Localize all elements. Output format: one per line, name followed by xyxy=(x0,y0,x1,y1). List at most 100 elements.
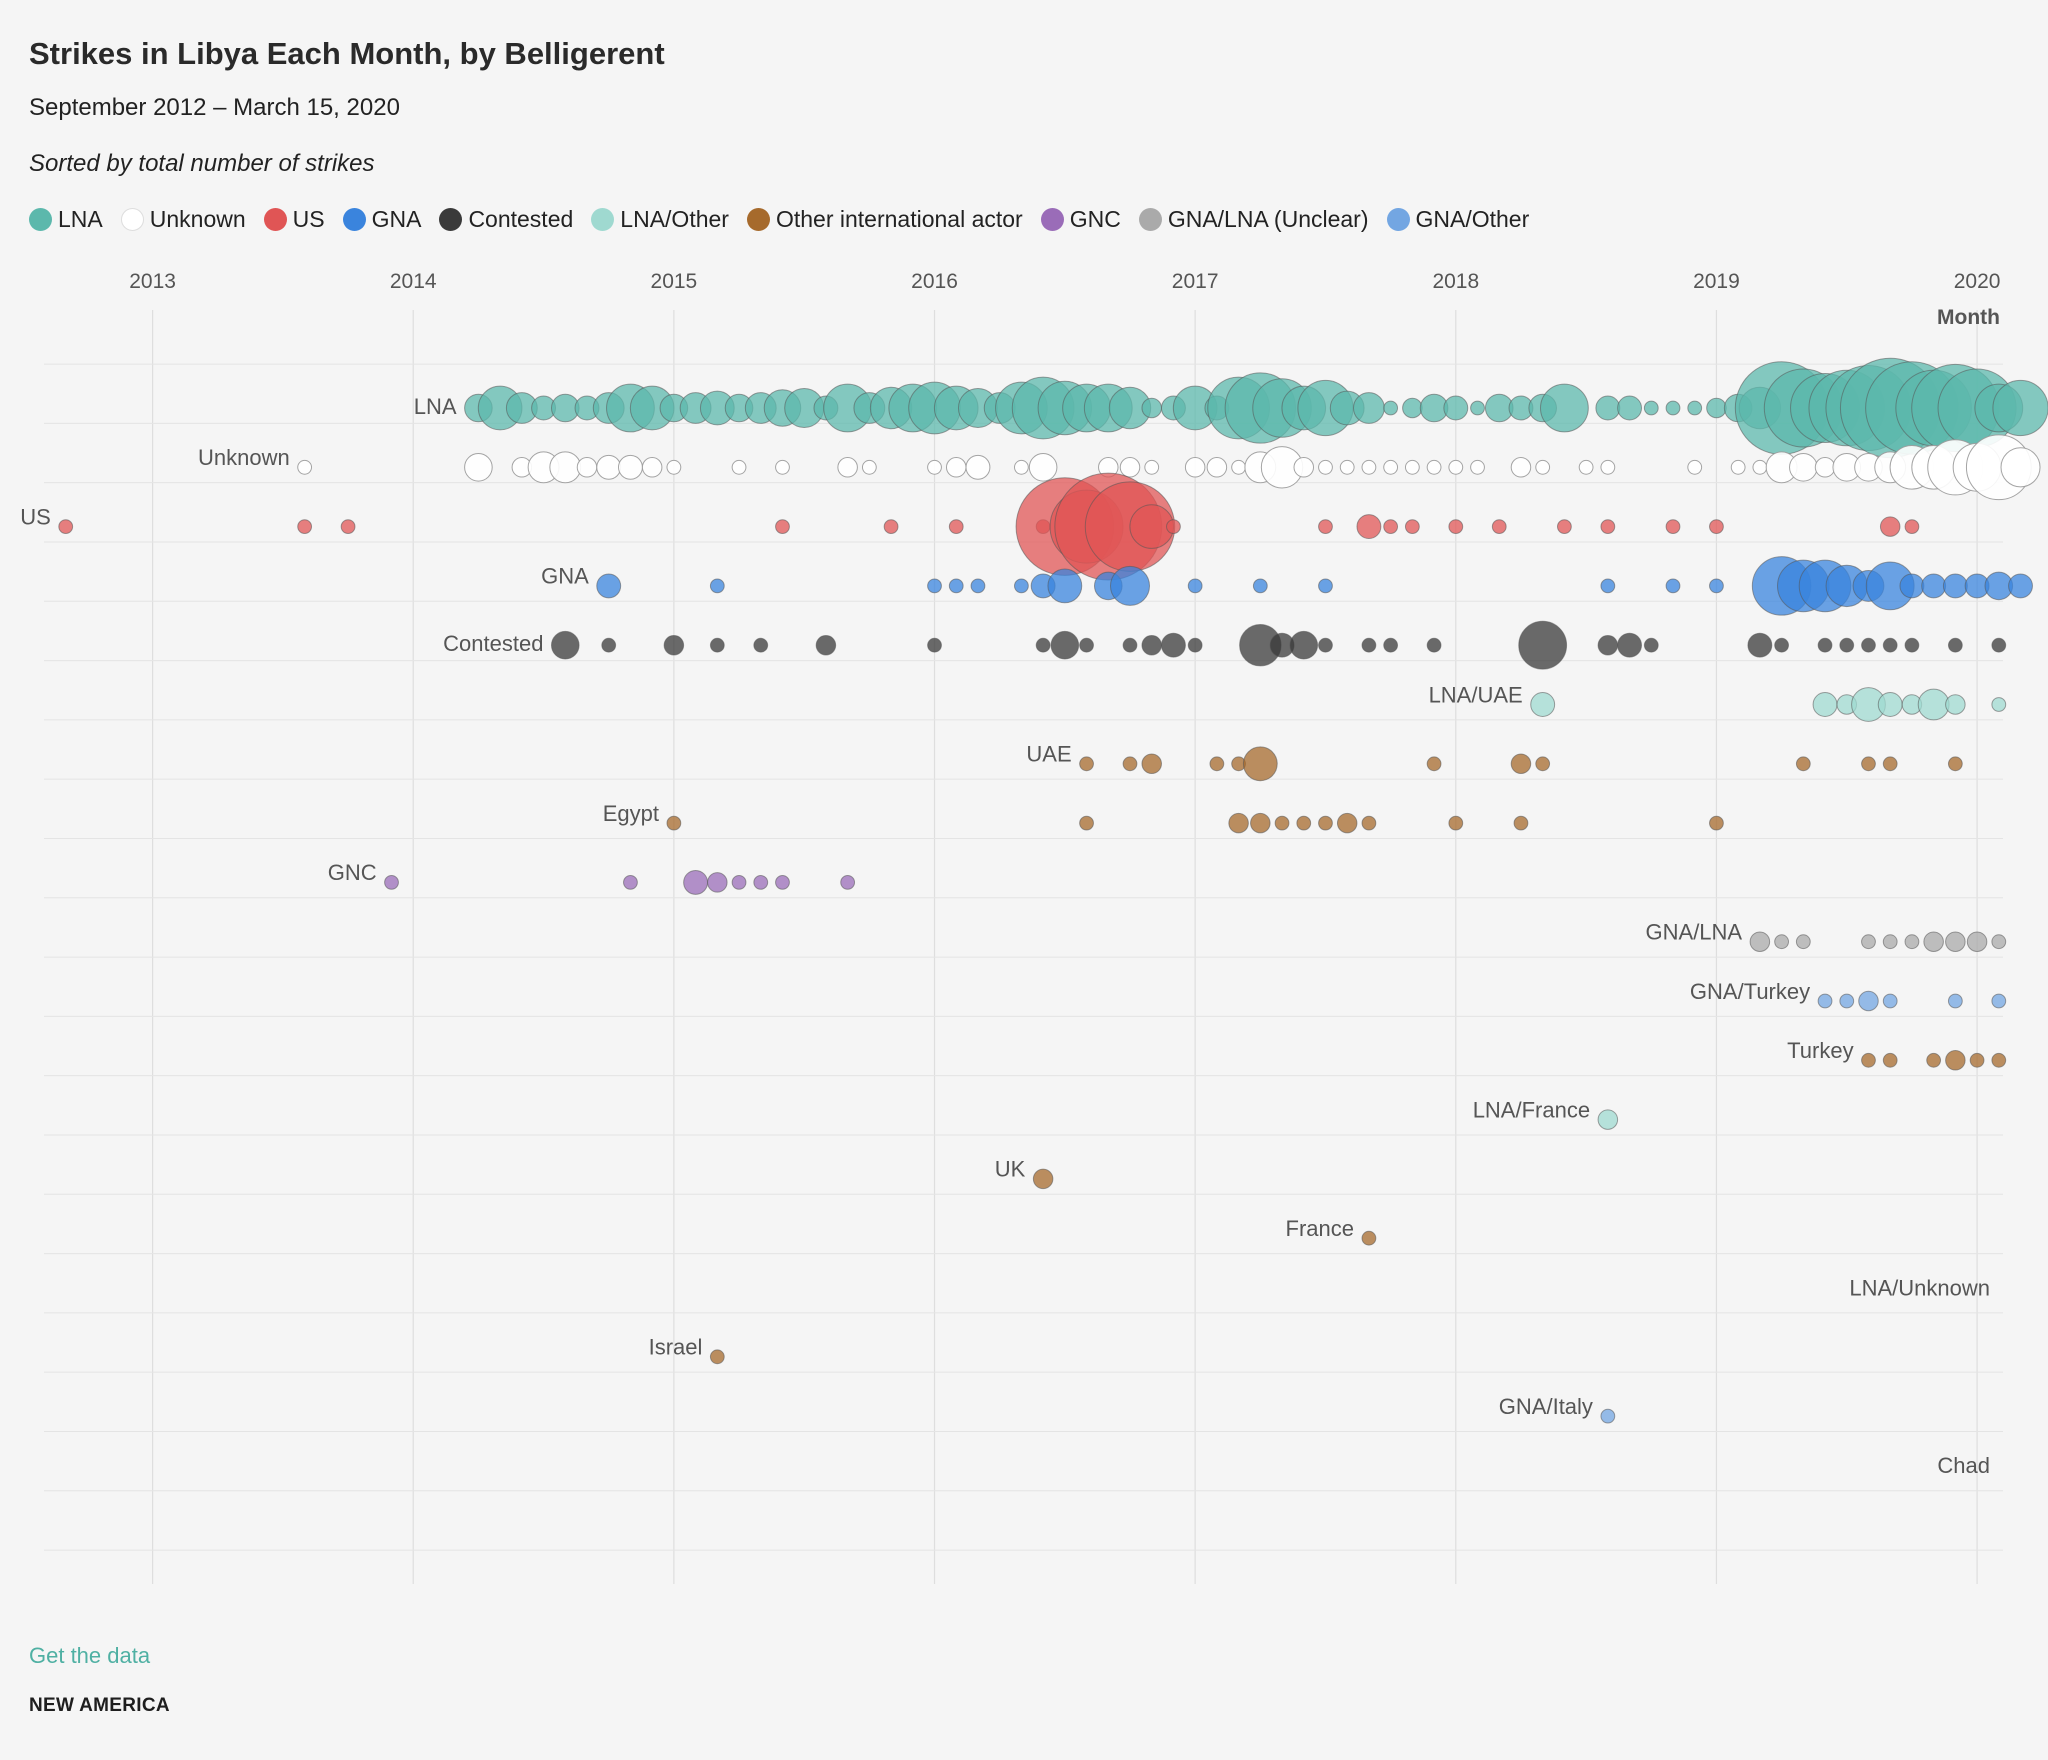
strike-bubble xyxy=(1443,395,1469,421)
legend-item: GNA/LNA (Unclear) xyxy=(1138,206,1369,233)
strike-bubble xyxy=(1079,637,1094,653)
series-label: GNA/Italy xyxy=(1499,1394,1593,1419)
strike-bubble xyxy=(1861,934,1876,950)
legend-item: Contested xyxy=(439,206,573,233)
strike-bubble xyxy=(1882,1052,1898,1068)
strike-bubble xyxy=(596,573,622,599)
strike-bubble xyxy=(1470,400,1485,416)
legend-label: LNA xyxy=(58,206,103,232)
strike-bubble xyxy=(861,459,877,475)
series-label: UAE xyxy=(1026,742,1071,767)
legend-swatch xyxy=(1040,208,1064,231)
legend-item: GNA xyxy=(342,206,421,233)
series-label: LNA/France xyxy=(1473,1097,1590,1122)
strike-bubble xyxy=(1252,578,1268,594)
strike-bubble xyxy=(623,875,638,890)
legend-swatch xyxy=(263,208,287,231)
strike-bubble xyxy=(1448,815,1464,831)
series-row: GNA/Turkey xyxy=(1690,979,2007,1012)
strike-bubble xyxy=(883,519,899,535)
strike-bubble xyxy=(1812,692,1838,717)
series-row: LNA xyxy=(414,357,2048,459)
strike-bubble xyxy=(1109,565,1151,606)
year-tick-label: 2015 xyxy=(651,270,698,293)
legend-item: Other international actor xyxy=(746,206,1023,233)
strike-bubble xyxy=(1206,457,1228,478)
strike-bubble xyxy=(1491,519,1507,535)
strike-bubble xyxy=(1595,395,1621,421)
legend-swatch xyxy=(439,208,463,231)
strike-bubble xyxy=(709,578,725,594)
series-label: US xyxy=(20,504,51,529)
strike-bubble xyxy=(2000,447,2041,488)
strike-bubble xyxy=(1709,578,1724,594)
strike-bubble xyxy=(1942,573,1968,599)
strike-bubble xyxy=(1510,457,1532,478)
get-the-data-link[interactable]: Get the data xyxy=(29,1643,151,1668)
year-tick-label: 2020 xyxy=(1954,270,2001,293)
strike-bubble xyxy=(666,459,682,475)
strike-bubble xyxy=(340,519,356,535)
series-row: GNA/Italy xyxy=(1499,1394,1616,1424)
strike-bubble xyxy=(1643,400,1659,416)
strike-bubble xyxy=(1289,630,1319,660)
strike-bubble xyxy=(1861,1052,1876,1068)
sort-note: Sorted by total number of strikes xyxy=(29,150,375,177)
strike-bubble xyxy=(1917,688,1950,721)
strike-bubble xyxy=(1992,379,2048,437)
series-label: Contested xyxy=(443,631,543,656)
strike-bubble xyxy=(1119,457,1141,478)
legend-item: US xyxy=(263,206,325,233)
legend-swatch xyxy=(29,208,52,231)
strike-bubble xyxy=(1747,632,1773,658)
series-row: Chad xyxy=(1937,1453,1990,1478)
strike-bubble xyxy=(927,578,942,594)
strike-bubble xyxy=(1600,1408,1616,1424)
strike-bubble xyxy=(1921,573,1947,599)
series-label: Israel xyxy=(649,1335,703,1360)
strike-bubble xyxy=(1966,931,1988,952)
series-row: GNA xyxy=(541,556,2033,616)
strike-bubble xyxy=(1665,519,1681,535)
strike-bubble xyxy=(1947,993,1963,1009)
strike-bubble xyxy=(753,875,769,890)
strike-bubble xyxy=(1882,637,1898,653)
strike-bubble xyxy=(1209,756,1225,772)
strike-bubble xyxy=(1050,630,1080,660)
strike-bubble xyxy=(1448,519,1464,535)
strike-bubble xyxy=(1665,578,1681,594)
strike-bubble xyxy=(1882,934,1898,950)
strike-bubble xyxy=(1228,812,1249,834)
strike-bubble xyxy=(927,637,942,653)
strike-bubble xyxy=(1231,459,1246,475)
strike-bubble xyxy=(683,869,709,895)
strike-bubble xyxy=(1774,637,1789,653)
series-row: Contested xyxy=(443,620,2007,670)
strike-bubble xyxy=(707,872,728,893)
year-tick-label: 2018 xyxy=(1432,270,1479,293)
strike-bubble xyxy=(1404,519,1420,535)
strike-bubble xyxy=(1318,578,1333,594)
legend-item: Unknown xyxy=(120,206,246,233)
strike-bubble xyxy=(1600,459,1616,475)
legend-swatch xyxy=(120,208,144,231)
strike-bubble xyxy=(1879,516,1901,537)
strike-bubble xyxy=(1969,1052,1985,1068)
strike-bubble xyxy=(641,457,663,478)
series-label: GNC xyxy=(328,860,377,885)
strike-bubble xyxy=(1166,519,1181,535)
strike-bubble xyxy=(753,637,769,653)
bubble-chart: 2013 2014 2015 2016 2017 2018 2019 2020 Month LNA… xyxy=(20,270,2048,1584)
series-row: Turkey xyxy=(1787,1038,2007,1071)
strike-bubble xyxy=(1730,459,1746,475)
strike-bubble xyxy=(1318,519,1333,535)
strike-bubble xyxy=(1383,459,1399,475)
strike-bubble xyxy=(1141,634,1162,656)
year-tick-label: 2016 xyxy=(911,270,958,293)
strike-bubble xyxy=(2008,573,2033,599)
series-label: LNA xyxy=(414,394,457,419)
strike-bubble xyxy=(1882,993,1898,1009)
strike-bubble xyxy=(1617,395,1643,421)
series-row: GNA/LNA xyxy=(1646,920,2007,952)
strike-bubble xyxy=(1448,459,1464,475)
